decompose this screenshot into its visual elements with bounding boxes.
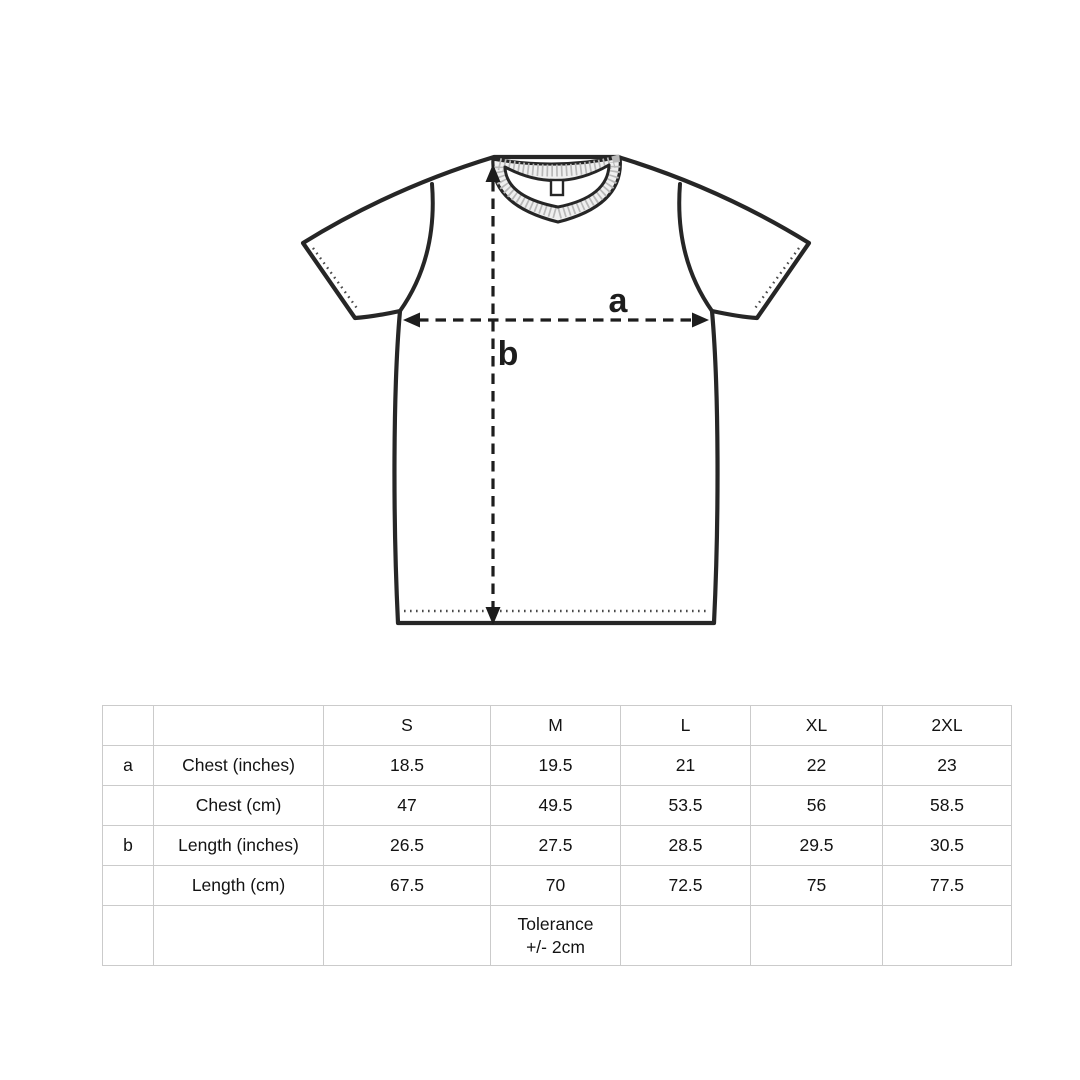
chest-arrow-right xyxy=(692,312,709,328)
value-cell: 21 xyxy=(620,745,751,786)
value-cell: 29.5 xyxy=(750,825,883,866)
table-cell-empty xyxy=(750,905,883,966)
table-cell-empty xyxy=(102,905,154,966)
neck-label-tag xyxy=(549,178,565,197)
left-sleeve-stitch xyxy=(312,247,360,312)
row-key: a xyxy=(102,745,154,786)
row-label: Length (cm) xyxy=(153,865,324,906)
row-key xyxy=(102,865,154,906)
value-cell: 19.5 xyxy=(490,745,621,786)
size-header-s: S xyxy=(323,705,491,746)
value-cell: 75 xyxy=(750,865,883,906)
value-cell: 67.5 xyxy=(323,865,491,906)
row-label: Chest (cm) xyxy=(153,785,324,826)
row-key xyxy=(102,785,154,826)
value-cell: 53.5 xyxy=(620,785,751,826)
tolerance-line2: +/- 2cm xyxy=(526,936,585,957)
table-row-chest-inches: a Chest (inches) 18.5 19.5 21 22 23 xyxy=(102,745,1012,786)
size-header-l: L xyxy=(620,705,751,746)
size-header-m: M xyxy=(490,705,621,746)
value-cell: 56 xyxy=(750,785,883,826)
value-cell: 18.5 xyxy=(323,745,491,786)
row-label: Length (inches) xyxy=(153,825,324,866)
table-cell-empty xyxy=(620,905,751,966)
size-header-xl: XL xyxy=(750,705,883,746)
table-header-row: S M L XL 2XL xyxy=(102,705,1012,746)
value-cell: 49.5 xyxy=(490,785,621,826)
table-cell-empty xyxy=(153,705,324,746)
left-armhole-seam xyxy=(398,182,435,313)
table-row-chest-cm: Chest (cm) 47 49.5 53.5 56 58.5 xyxy=(102,785,1012,826)
tshirt-diagram: a b xyxy=(300,154,812,626)
tshirt-outline xyxy=(300,154,812,626)
table-cell-empty xyxy=(323,905,491,966)
length-arrow-bottom xyxy=(485,607,501,625)
table-footer-row: Tolerance +/- 2cm xyxy=(102,905,1012,966)
value-cell: 77.5 xyxy=(882,865,1012,906)
value-cell: 47 xyxy=(323,785,491,826)
right-armhole-seam xyxy=(677,182,714,313)
tolerance-cell: Tolerance +/- 2cm xyxy=(490,905,621,966)
value-cell: 58.5 xyxy=(882,785,1012,826)
table-cell-empty xyxy=(102,705,154,746)
table-cell-empty xyxy=(882,905,1012,966)
table-row-length-inches: b Length (inches) 26.5 27.5 28.5 29.5 30… xyxy=(102,825,1012,866)
value-cell: 72.5 xyxy=(620,865,751,906)
value-cell: 70 xyxy=(490,865,621,906)
size-table: S M L XL 2XL a Chest (inches) 18.5 19.5 … xyxy=(102,705,1012,966)
table-cell-empty xyxy=(153,905,324,966)
length-arrow-top xyxy=(485,164,501,182)
right-sleeve-stitch xyxy=(752,247,800,312)
value-cell: 23 xyxy=(882,745,1012,786)
table-row-length-cm: Length (cm) 67.5 70 72.5 75 77.5 xyxy=(102,865,1012,906)
value-cell: 30.5 xyxy=(882,825,1012,866)
value-cell: 27.5 xyxy=(490,825,621,866)
size-header-2xl: 2XL xyxy=(882,705,1012,746)
measurement-label-b: b xyxy=(498,335,519,373)
row-key: b xyxy=(102,825,154,866)
tolerance-line1: Tolerance xyxy=(517,913,594,934)
value-cell: 22 xyxy=(750,745,883,786)
row-label: Chest (inches) xyxy=(153,745,324,786)
chest-arrow-left xyxy=(403,312,420,328)
measurement-label-a: a xyxy=(609,282,629,320)
value-cell: 26.5 xyxy=(323,825,491,866)
value-cell: 28.5 xyxy=(620,825,751,866)
